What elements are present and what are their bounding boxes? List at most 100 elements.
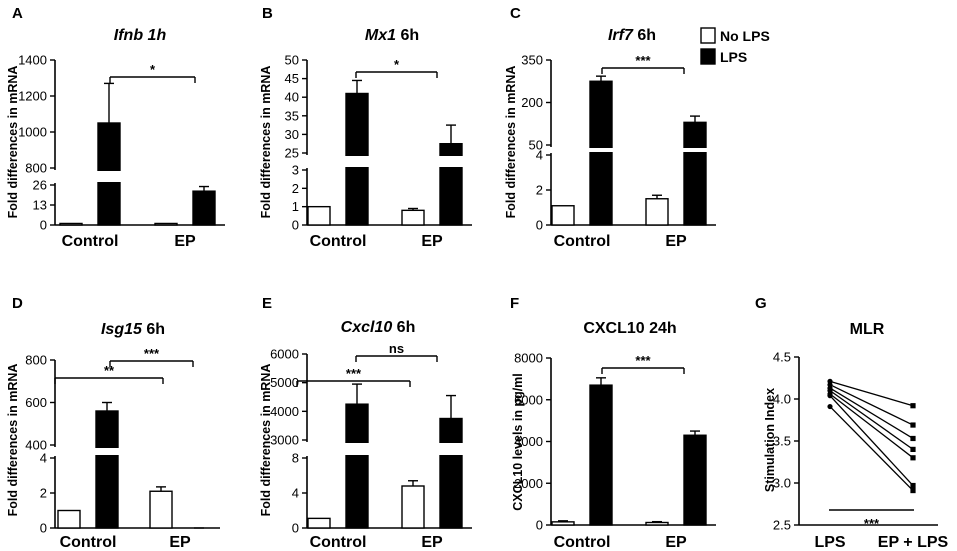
bar-no-lps xyxy=(307,205,331,226)
subject-line xyxy=(829,384,914,426)
bar-no-lps xyxy=(59,222,83,226)
bar-lps xyxy=(192,190,216,226)
legend-label-no-lps: No LPS xyxy=(720,28,770,44)
chart-title-gene: Cxcl10 xyxy=(341,319,393,336)
panel-letter: A xyxy=(12,5,23,22)
y-tick-label: 50 xyxy=(285,53,299,68)
bar-no-lps xyxy=(154,222,178,226)
subject-line xyxy=(829,390,914,450)
y-tick-label: 0 xyxy=(536,518,543,533)
y-tick-label: 2 xyxy=(40,486,47,501)
subject-point-lps xyxy=(827,393,833,399)
y-tick-label: 4.5 xyxy=(773,350,791,365)
y-tick-label: 35 xyxy=(285,108,299,123)
significance-label: *** xyxy=(864,516,880,531)
y-tick-label: 13 xyxy=(33,198,47,213)
x-category-label: Control xyxy=(310,233,367,250)
subject-point-ep-lps xyxy=(910,422,916,428)
y-tick-label: 5000 xyxy=(270,375,299,390)
axis-break-gap xyxy=(57,171,225,182)
significance-label: *** xyxy=(635,353,651,368)
y-tick-label: 3000 xyxy=(270,433,299,448)
bar-no-lps xyxy=(149,490,173,529)
chart-title-gene: Ifnb 1h xyxy=(114,27,167,44)
y-axis-label: Fold differences in mRNA xyxy=(259,364,273,517)
x-category-label: Control xyxy=(554,233,611,250)
y-tick-label: 8000 xyxy=(514,351,543,366)
significance-label: *** xyxy=(346,366,362,381)
y-tick-label: 3 xyxy=(292,163,299,178)
x-category-label: EP xyxy=(665,233,687,250)
y-tick-label: 50 xyxy=(529,138,543,153)
significance-label: *** xyxy=(144,346,160,361)
axis-break-gap xyxy=(309,443,472,455)
y-tick-label: 0 xyxy=(292,521,299,536)
x-category-label: Control xyxy=(60,534,117,551)
y-tick-label: 4 xyxy=(292,486,299,501)
y-tick-label: 0 xyxy=(292,218,299,233)
bar-lps xyxy=(589,80,613,226)
y-tick-label: 0 xyxy=(40,218,47,233)
chart-title: Isg15 6h xyxy=(101,321,165,338)
y-tick-label: 350 xyxy=(521,53,543,68)
bar-no-lps xyxy=(401,209,425,226)
bar-no-lps xyxy=(551,521,575,526)
chart-title-rest: 6h xyxy=(396,27,419,44)
subject-line xyxy=(829,387,914,440)
chart-title-rest: CXCL10 24h xyxy=(583,320,676,337)
y-tick-label: 2000 xyxy=(514,476,543,491)
x-category-label: EP xyxy=(174,233,196,250)
bar-lps xyxy=(439,417,463,529)
y-tick-label: 1400 xyxy=(18,53,47,68)
chart-title-rest: 6h xyxy=(142,321,165,338)
y-tick-label: 30 xyxy=(285,127,299,142)
legend-swatch-no-lps xyxy=(700,27,716,44)
x-category-label: Control xyxy=(310,534,367,551)
x-category-label: EP xyxy=(169,534,191,551)
subject-line xyxy=(829,395,914,486)
y-tick-label: 26 xyxy=(33,178,47,193)
y-tick-label: 800 xyxy=(25,161,47,176)
panel-letter: E xyxy=(262,295,272,312)
subject-point-ep-lps xyxy=(910,446,916,452)
y-tick-label: 800 xyxy=(25,353,47,368)
y-tick-label: 600 xyxy=(25,395,47,410)
subject-point-ep-lps xyxy=(910,455,916,461)
y-axis-label: Fold differences in mRNA xyxy=(6,364,20,517)
panel-letter: B xyxy=(262,5,273,22)
y-tick-label: 25 xyxy=(285,146,299,161)
subject-line xyxy=(829,406,914,492)
chart-title: Ifnb 1h xyxy=(114,27,167,44)
bar-no-lps xyxy=(401,485,425,529)
y-tick-label: 0 xyxy=(40,521,47,536)
chart-title: MLR xyxy=(850,321,885,338)
chart-title-gene: Mx1 xyxy=(365,27,396,44)
panel-letter: F xyxy=(510,295,519,312)
chart-title-rest: MLR xyxy=(850,321,885,338)
axis-break-gap xyxy=(309,156,472,167)
y-axis-label: Fold differences in mRNA xyxy=(6,66,20,219)
bar-lps xyxy=(345,403,369,529)
y-tick-label: 4 xyxy=(536,148,543,163)
panel-letter: D xyxy=(12,295,23,312)
chart-title-gene: Irf7 xyxy=(608,27,634,44)
y-tick-label: 200 xyxy=(521,95,543,110)
subject-line xyxy=(829,393,914,459)
y-axis-label: Fold differences in mRNA xyxy=(504,66,518,219)
subject-line xyxy=(829,380,914,407)
subject-point-ep-lps xyxy=(910,435,916,442)
bar-no-lps xyxy=(645,198,669,226)
bar-lps xyxy=(683,434,707,526)
chart-title: Cxcl10 6h xyxy=(341,319,416,336)
subject-point-ep-lps xyxy=(910,487,916,494)
y-tick-label: 2 xyxy=(292,181,299,196)
y-tick-label: 4000 xyxy=(270,404,299,419)
x-category-label: Control xyxy=(62,233,119,250)
y-axis-label: Stimulation Index xyxy=(763,388,777,492)
x-category-label: LPS xyxy=(814,534,845,551)
axis-break-gap xyxy=(553,148,716,152)
chart-title: Mx1 6h xyxy=(365,27,419,44)
y-tick-label: 4.0 xyxy=(773,392,791,407)
panel-letter: C xyxy=(510,5,521,22)
